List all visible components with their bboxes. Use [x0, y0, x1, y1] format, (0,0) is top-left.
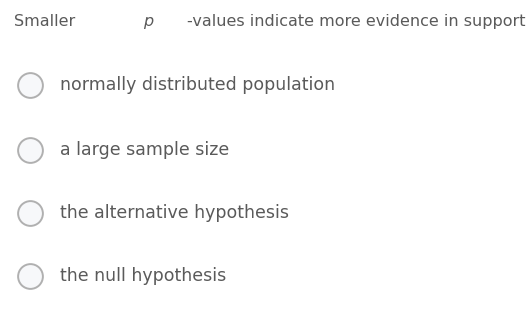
Point — [26, 82, 34, 88]
Point — [26, 210, 34, 215]
Text: Smaller: Smaller — [14, 14, 81, 29]
Text: -values indicate more evidence in support of:: -values indicate more evidence in suppor… — [187, 14, 527, 29]
Point — [26, 147, 34, 153]
Text: normally distributed population: normally distributed population — [60, 76, 335, 94]
Text: the null hypothesis: the null hypothesis — [60, 267, 226, 285]
Text: a large sample size: a large sample size — [60, 141, 229, 159]
Point — [26, 273, 34, 278]
Text: p: p — [143, 14, 153, 29]
Text: the alternative hypothesis: the alternative hypothesis — [60, 204, 289, 222]
